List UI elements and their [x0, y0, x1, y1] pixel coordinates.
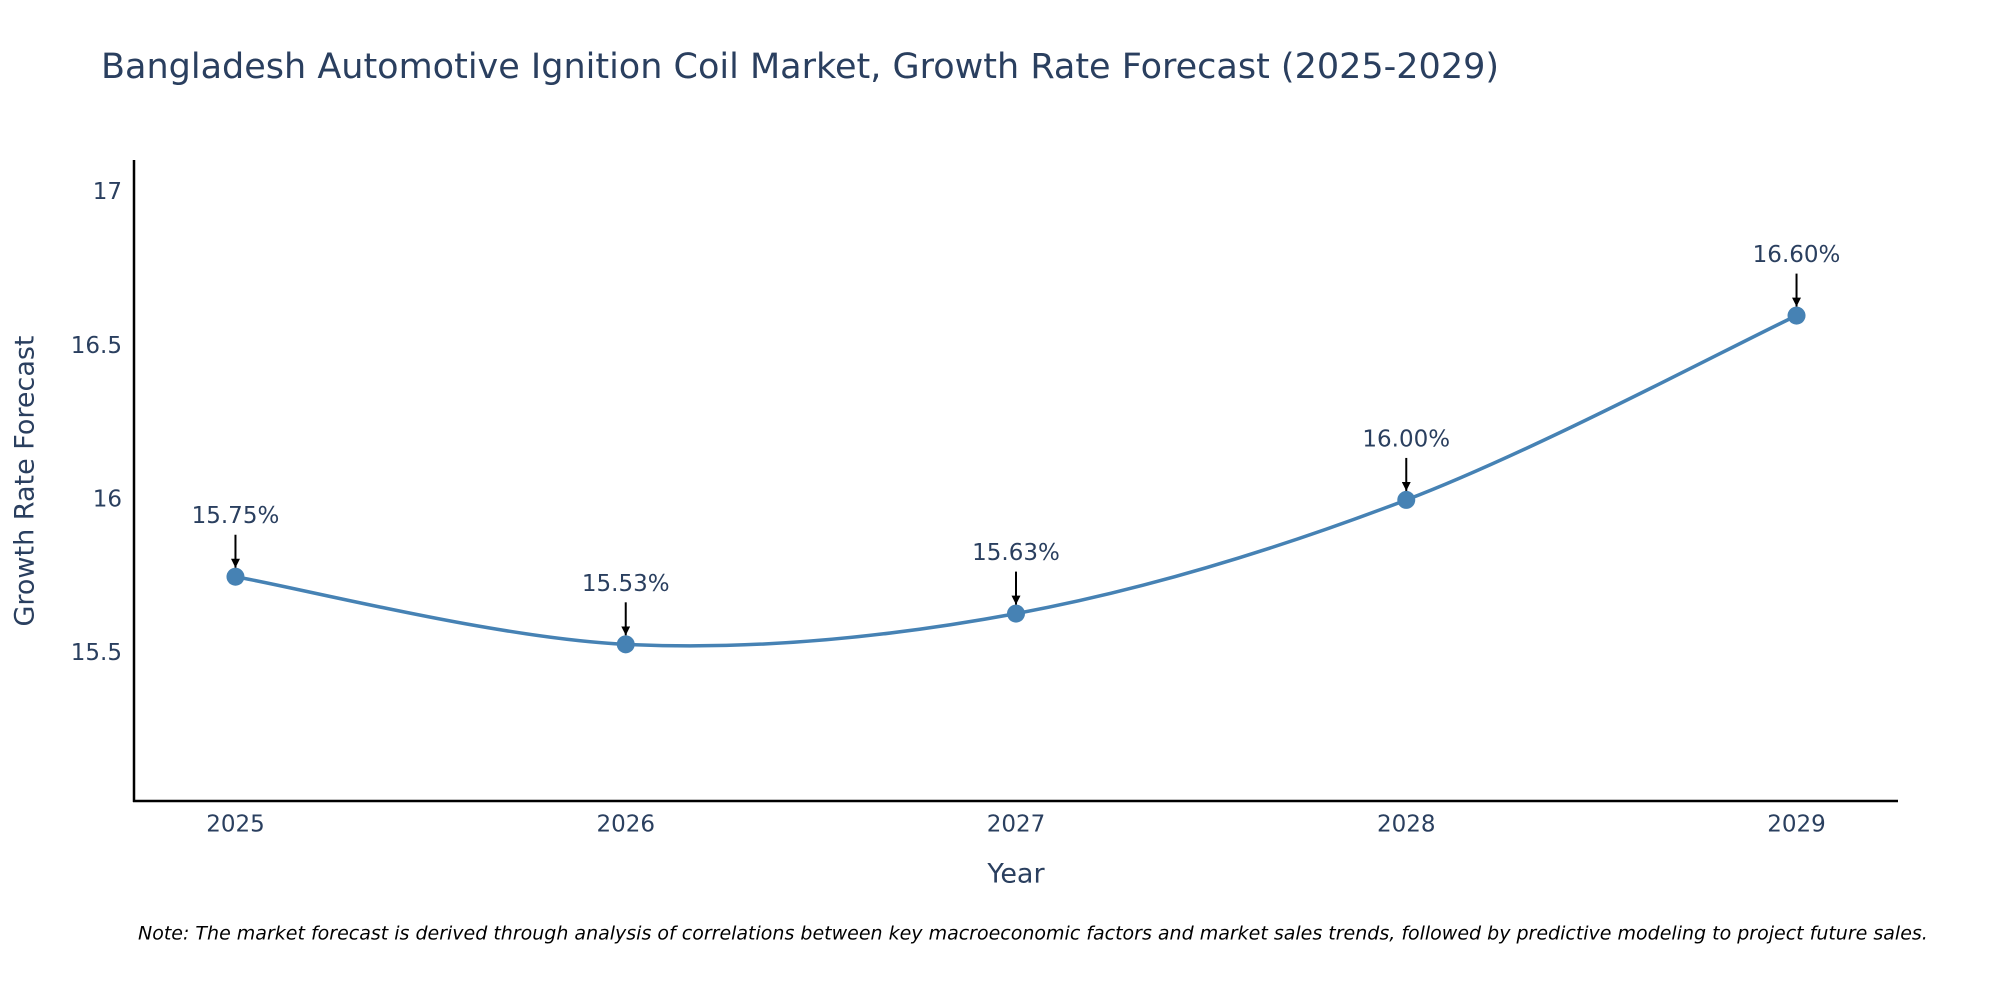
point — [226, 567, 245, 586]
x-tick-label: 2027 — [987, 812, 1046, 838]
point — [616, 635, 635, 654]
x-tick-label: 2029 — [1767, 812, 1826, 838]
y-tick-label: 16 — [93, 486, 122, 512]
data-label: 16.60% — [1753, 242, 1841, 268]
data-label: 15.53% — [582, 571, 670, 597]
point — [1007, 604, 1025, 623]
x-tick-label: 2025 — [206, 812, 265, 838]
data-label: 16.00% — [1362, 426, 1450, 452]
data-label: 15.75% — [192, 503, 280, 529]
y-axis-title: Growth Rate Forecast — [10, 335, 41, 626]
data-label: 15.63% — [972, 540, 1060, 566]
x-tick-label: 2028 — [1377, 812, 1436, 838]
chart-title: Bangladesh Automotive Ignition Coil Mark… — [101, 47, 1499, 87]
y-tick-label: 15.5 — [71, 640, 122, 666]
footnote: Note: The market forecast is derived thr… — [138, 923, 1928, 945]
x-tick-label: 2026 — [596, 812, 655, 838]
x-axis-title: Year — [986, 859, 1045, 890]
point — [1787, 306, 1806, 325]
y-tick-label: 16.5 — [71, 333, 122, 359]
point — [1397, 490, 1416, 509]
y-tick-label: 17 — [93, 179, 122, 205]
